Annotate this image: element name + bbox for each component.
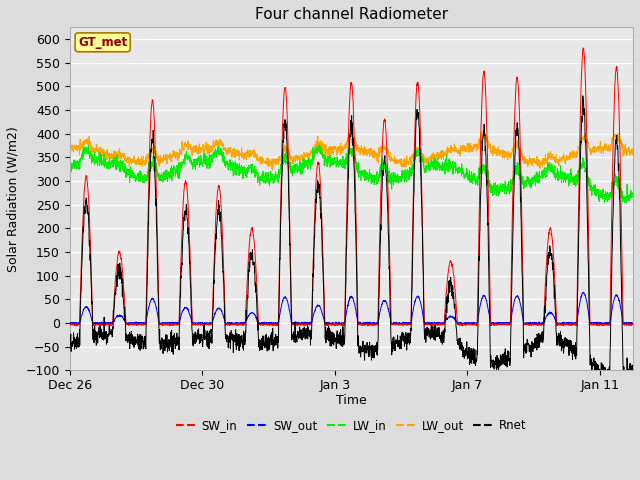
X-axis label: Time: Time [336, 394, 367, 407]
Text: GT_met: GT_met [78, 36, 127, 49]
Y-axis label: Solar Radiation (W/m2): Solar Radiation (W/m2) [7, 126, 20, 272]
Legend: SW_in, SW_out, LW_in, LW_out, Rnet: SW_in, SW_out, LW_in, LW_out, Rnet [171, 414, 532, 436]
Title: Four channel Radiometer: Four channel Radiometer [255, 7, 448, 22]
